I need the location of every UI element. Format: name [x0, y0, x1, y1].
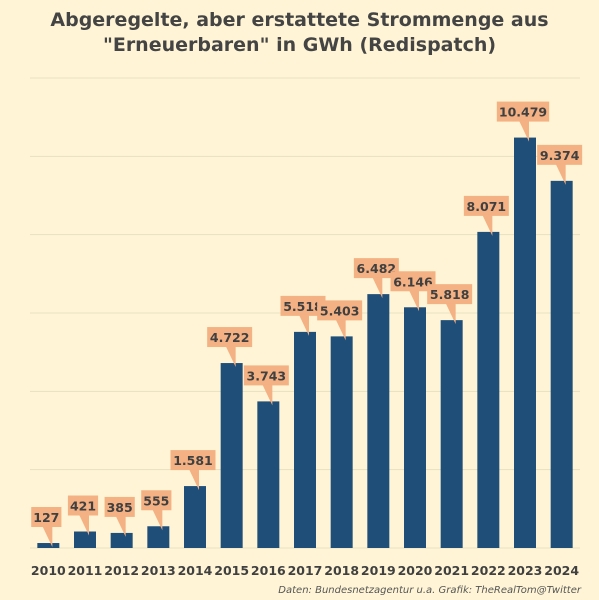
data-label-pointer: [225, 346, 236, 368]
x-tick-label: 2019: [361, 563, 396, 578]
data-label-pointer: [299, 314, 309, 336]
data-label: 3.743: [247, 368, 287, 383]
bar: [404, 307, 426, 548]
x-tick-label: 2020: [398, 563, 433, 578]
x-tick-label: 2021: [434, 563, 469, 578]
data-label: 4.722: [210, 330, 250, 345]
bar: [477, 231, 500, 548]
data-label-pointer: [189, 469, 199, 491]
data-label-box: [67, 495, 99, 516]
source-note: Daten: Bundesnetzagentur u.a. Grafik: Th…: [278, 585, 581, 596]
data-label: 421: [70, 499, 96, 514]
data-label-box: [537, 144, 583, 165]
data-label-box: [104, 496, 135, 517]
data-label-pointer: [262, 384, 273, 406]
data-label-pointer: [482, 214, 493, 236]
data-label: 555: [143, 493, 169, 508]
data-label-box: [390, 271, 436, 292]
data-label: 5.403: [320, 303, 360, 318]
data-label: 127: [33, 510, 59, 525]
x-tick-label: 2014: [178, 563, 213, 578]
bar: [74, 531, 96, 548]
data-label-pointer: [555, 163, 566, 185]
bar: [294, 331, 316, 548]
data-label-pointer: [519, 120, 529, 142]
data-label: 6.482: [357, 261, 397, 276]
x-tick-label: 2023: [508, 563, 543, 578]
data-label-box: [317, 300, 363, 321]
bar: [440, 320, 463, 548]
bar: [147, 526, 170, 548]
x-tick-label: 2011: [68, 563, 103, 578]
bar: [514, 137, 536, 548]
x-tick-label: 2012: [104, 563, 139, 578]
chart-title: Abgeregelte, aber erstattete Strommenge …: [0, 8, 599, 58]
data-label: 9.374: [540, 148, 580, 163]
data-label-box: [170, 450, 216, 471]
x-tick-label: 2010: [31, 563, 66, 578]
data-label-pointer: [152, 509, 163, 531]
chart-title-line-1: Abgeregelte, aber erstattete Strommenge …: [50, 9, 549, 31]
bar: [330, 336, 353, 548]
data-label: 5.518: [283, 299, 323, 314]
data-label-pointer: [115, 515, 126, 537]
data-label-box: [141, 490, 172, 511]
x-tick-label: 2024: [544, 563, 579, 578]
data-label-box: [463, 195, 509, 216]
bar: [37, 543, 60, 548]
bar: [550, 180, 573, 548]
data-label: 8.071: [467, 199, 507, 214]
data-label: 5.818: [430, 287, 470, 302]
bar: [184, 486, 206, 548]
data-label-box: [280, 295, 326, 316]
x-tick-label: 2016: [251, 563, 286, 578]
data-label-box: [31, 507, 62, 528]
data-label-box: [207, 327, 253, 348]
bar: [220, 363, 243, 548]
x-tick-label: 2022: [471, 563, 506, 578]
data-label: 385: [107, 500, 133, 515]
data-label-box: [353, 258, 399, 279]
data-label-pointer: [409, 290, 419, 312]
data-label-box: [427, 284, 473, 305]
bar: [257, 401, 280, 548]
data-label-pointer: [42, 526, 53, 548]
data-label: 1.581: [173, 453, 213, 468]
data-label: 10.479: [499, 105, 547, 120]
data-label-box: [243, 365, 289, 386]
x-tick-label: 2013: [141, 563, 176, 578]
data-label-box: [496, 101, 550, 122]
x-tick-label: 2017: [288, 563, 323, 578]
chart-title-line-2: "Erneuerbaren" in GWh (Redispatch): [102, 34, 497, 56]
data-label-pointer: [79, 514, 89, 536]
bar: [110, 532, 133, 548]
data-label: 6.146: [393, 274, 433, 289]
data-label-pointer: [372, 277, 383, 299]
x-tick-label: 2015: [214, 563, 249, 578]
bar: [367, 294, 390, 548]
data-label-pointer: [445, 303, 456, 325]
x-tick-label: 2018: [324, 563, 359, 578]
data-label-pointer: [335, 319, 346, 341]
